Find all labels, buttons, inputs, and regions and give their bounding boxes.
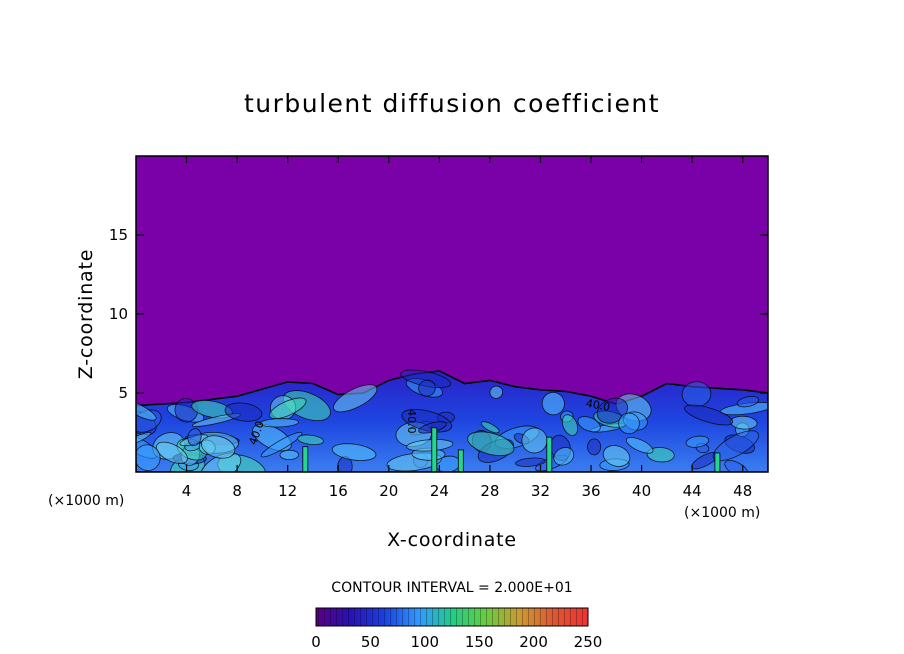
turbulent-eddy [224,402,263,422]
colorbar: 0 50 100 150 200 250 [311,607,602,651]
colorbar-stripes [316,608,588,626]
x-tick-label: 24 [430,482,449,500]
turbulent-eddy [297,434,324,446]
x-axis-label: X-coordinate [387,529,517,551]
turbulence-features: 40.0 40.040.0 [136,369,768,472]
y-tick-label: 10 [109,305,128,323]
x-ticks: 4 8 12 16 20 24 28 32 36 40 44 48 [182,156,752,500]
contour-label: 40.0 [405,409,418,434]
turbulent-eddy [467,431,515,456]
x-tick-label: 36 [581,482,600,500]
turbulent-eddy [712,430,760,462]
turbulent-eddy [279,449,299,461]
turbulent-eddy [155,441,188,464]
y-tick-label: 15 [109,226,128,244]
turbulence-field: 40.0 40.040.0 [136,369,768,472]
turbulent-eddy [260,431,303,458]
colorbar-tick-label: 50 [361,633,380,651]
colorbar-ticks: 0 50 100 150 200 250 [311,633,602,651]
high-value-streak [546,436,553,472]
turbulent-eddy [199,452,242,472]
x-unit-label-right: (×1000 m) [684,505,760,521]
high-value-streak [302,446,309,472]
x-tick-label: 4 [182,482,192,500]
turbulent-eddy [406,439,454,452]
turbulent-eddy [736,396,760,408]
turbulent-eddy [268,397,307,420]
turbulent-eddy [331,443,377,461]
y-ticks: 5 10 15 [109,226,768,402]
x-tick-label: 12 [278,482,297,500]
turbulent-eddy [684,404,734,426]
colorbar-tick-label: 0 [311,633,321,651]
x-tick-label: 40 [632,482,651,500]
high-value-streak [431,427,438,472]
turbulent-eddy [201,435,236,459]
turbulent-eddy [333,384,378,413]
x-tick-label: 16 [329,482,348,500]
y-axis-label: Z-coordinate [75,249,97,379]
turbulent-eddy [136,399,157,421]
high-value-streak [714,452,721,472]
turbulent-eddy [259,418,300,428]
high-value-streak [457,449,464,472]
turbulent-eddy [541,391,565,416]
contour-label: 40.0 [585,397,611,414]
y-tick-label: 5 [118,384,128,402]
x-tick-label: 28 [480,482,499,500]
x-tick-label: 20 [379,482,398,500]
turbulent-eddy [418,379,436,397]
turbulent-eddy [596,397,629,424]
x-tick-label: 8 [232,482,242,500]
turbulent-eddy [646,447,675,463]
x-unit-label-left: (×1000 m) [48,493,124,509]
turbulent-eddy [602,445,631,467]
x-tick-label: 44 [683,482,702,500]
colorbar-frame [315,607,589,627]
turbulent-eddy [553,447,575,466]
turbulent-eddy [489,385,504,399]
turbulent-eddy [480,421,500,434]
x-tick-label: 32 [531,482,550,500]
turbulent-eddy [618,412,640,435]
turbulent-eddy [515,457,546,467]
contour-interval: CONTOUR INTERVAL = 2.000E+01 [331,580,572,596]
turbulent-eddy [561,414,579,436]
turbulent-eddy [187,428,202,447]
turbulent-eddy [587,438,602,456]
chart-title: turbulent diffusion coefficient [244,89,660,118]
turbulent-eddy [625,437,654,454]
colorbar-tick-label: 200 [519,633,548,651]
turbulent-eddy [577,416,601,433]
colorbar-tick-label: 150 [465,633,494,651]
colorbar-tick-label: 100 [410,633,439,651]
colorbar-tick-label: 250 [574,633,603,651]
x-tick-label: 48 [733,482,752,500]
turbulent-eddy [521,427,548,454]
turbulent-eddy [685,435,710,448]
turbulent-eddy [724,460,749,472]
plot-area: 40.0 40.040.0 4 8 12 16 20 24 28 32 36 40 44 48 5101… [109,155,769,500]
